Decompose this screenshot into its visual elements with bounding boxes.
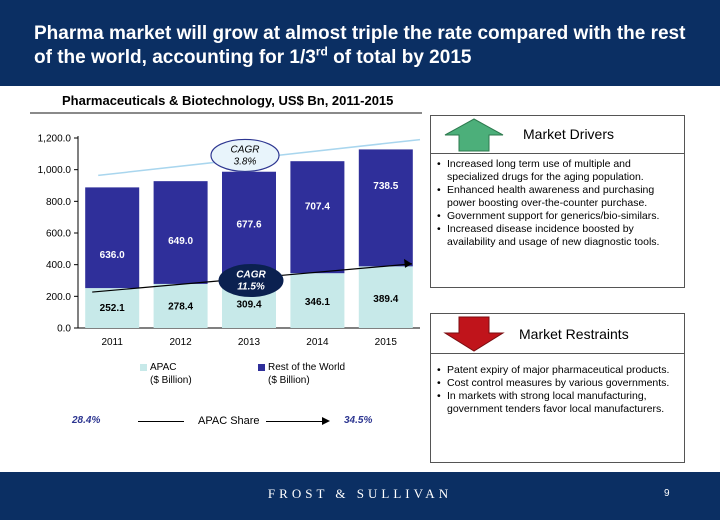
bar-rest-of-world [85, 187, 140, 289]
bar-apac [85, 288, 140, 328]
chart-title-underline [30, 112, 422, 114]
bar-rest-of-world [358, 149, 413, 267]
bar-apac [153, 283, 208, 328]
title-text-end: of total by 2015 [327, 47, 472, 68]
share-arrow-head-icon [322, 417, 330, 425]
bar-apac [358, 266, 413, 328]
apac-share-end: 34.5% [344, 415, 373, 426]
y-tick-label: 1,000.0 [38, 165, 72, 176]
restraint-item: Patent expiry of major pharmaceutical pr… [437, 364, 677, 377]
data-label-apac: 252.1 [100, 303, 125, 314]
data-label-rest-of-world: 649.0 [168, 236, 193, 247]
title-superscript: rd [315, 44, 328, 59]
chart-title: Pharmaceuticals & Biotechnology, US$ Bn,… [62, 93, 394, 108]
legend-swatch-apac [140, 364, 147, 371]
cagr-apac-callout [218, 264, 284, 297]
footer-bar [0, 472, 720, 520]
data-label-apac: 278.4 [168, 301, 193, 312]
apac-share-start: 28.4% [72, 415, 101, 426]
restraint-item: Cost control measures by various governm… [437, 377, 677, 390]
y-tick-label: 600.0 [46, 229, 71, 240]
share-line-right [266, 421, 324, 422]
x-tick-label: 2013 [238, 337, 261, 348]
y-tick-label: 200.0 [46, 292, 71, 303]
y-tick-label: 800.0 [46, 197, 71, 208]
data-label-apac: 346.1 [305, 297, 330, 308]
y-tick-label: 1,200.0 [38, 134, 72, 145]
restraint-item: In markets with strong local manufacturi… [437, 390, 677, 416]
legend-swatch-rest-of-world [258, 364, 265, 371]
legend-apac-line1: APAC [150, 362, 177, 373]
market-drivers-title: Market Drivers [523, 126, 615, 142]
driver-item: Increased disease incidence boosted by a… [437, 223, 677, 249]
cagr-total-callout [210, 138, 280, 173]
stacked-bar-chart: 0.0 200.0 400.0 600.0 800.0 1,000.0 1,200.0 201… [38, 134, 421, 348]
cagr-total-value: 3.8% [234, 156, 257, 167]
data-label-apac: 309.4 [236, 299, 261, 310]
bar-apac [290, 273, 345, 328]
x-tick-label: 2011 [101, 337, 123, 348]
market-restraints-panel: Market Restraints Patent expiry of major… [430, 313, 685, 463]
bar-rest-of-world [153, 181, 208, 284]
legend-row-line2: ($ Billion) [268, 375, 310, 386]
header-bar [0, 0, 720, 86]
y-tick-label: 0.0 [57, 324, 71, 335]
x-tick-label: 2015 [375, 337, 398, 348]
data-label-rest-of-world: 707.4 [305, 201, 330, 212]
market-drivers-panel: Market Drivers Increased long term use o… [430, 115, 685, 288]
bar-rest-of-world [222, 171, 276, 280]
x-tick-label: 2014 [306, 337, 329, 348]
down-arrow-icon [443, 316, 505, 352]
footer-brand-logo: FROST & SULLIVAN [267, 486, 453, 501]
cagr-apac-label: CAGR [236, 270, 266, 281]
data-label-rest-of-world: 738.5 [373, 181, 398, 192]
market-drivers-header: Market Drivers [431, 116, 684, 154]
market-restraints-header: Market Restraints [431, 314, 684, 354]
market-restraints-list: Patent expiry of major pharmaceutical pr… [437, 364, 677, 416]
data-label-apac: 389.4 [373, 294, 398, 305]
apac-share-label: APAC Share [198, 415, 260, 427]
driver-item: Increased long term use of multiple and … [437, 158, 677, 184]
up-arrow-icon [444, 118, 504, 152]
cagr-apac-arrow-icon [404, 258, 412, 268]
bar-rest-of-world [290, 161, 345, 274]
page-number: 9 [664, 488, 670, 499]
x-tick-label: 2012 [169, 337, 192, 348]
share-line-left [138, 421, 184, 422]
data-label-rest-of-world: 677.6 [236, 220, 261, 231]
slide-title: Pharma market will grow at almost triple… [34, 22, 694, 70]
data-label-rest-of-world: 636.0 [100, 250, 125, 261]
cagr-apac-value: 11.5% [237, 282, 265, 293]
cagr-total-label: CAGR [231, 144, 260, 155]
driver-item: Enhanced health awareness and purchasing… [437, 184, 677, 210]
y-tick-label: 400.0 [46, 260, 71, 271]
title-text-main: Pharma market will grow at almost triple… [34, 23, 686, 68]
driver-item: Government support for generics/bio-simi… [437, 210, 677, 223]
market-restraints-title: Market Restraints [519, 326, 629, 342]
legend-apac-line2: ($ Billion) [150, 375, 192, 386]
market-drivers-list: Increased long term use of multiple and … [437, 158, 677, 249]
legend-row-line1: Rest of the World [268, 362, 346, 373]
